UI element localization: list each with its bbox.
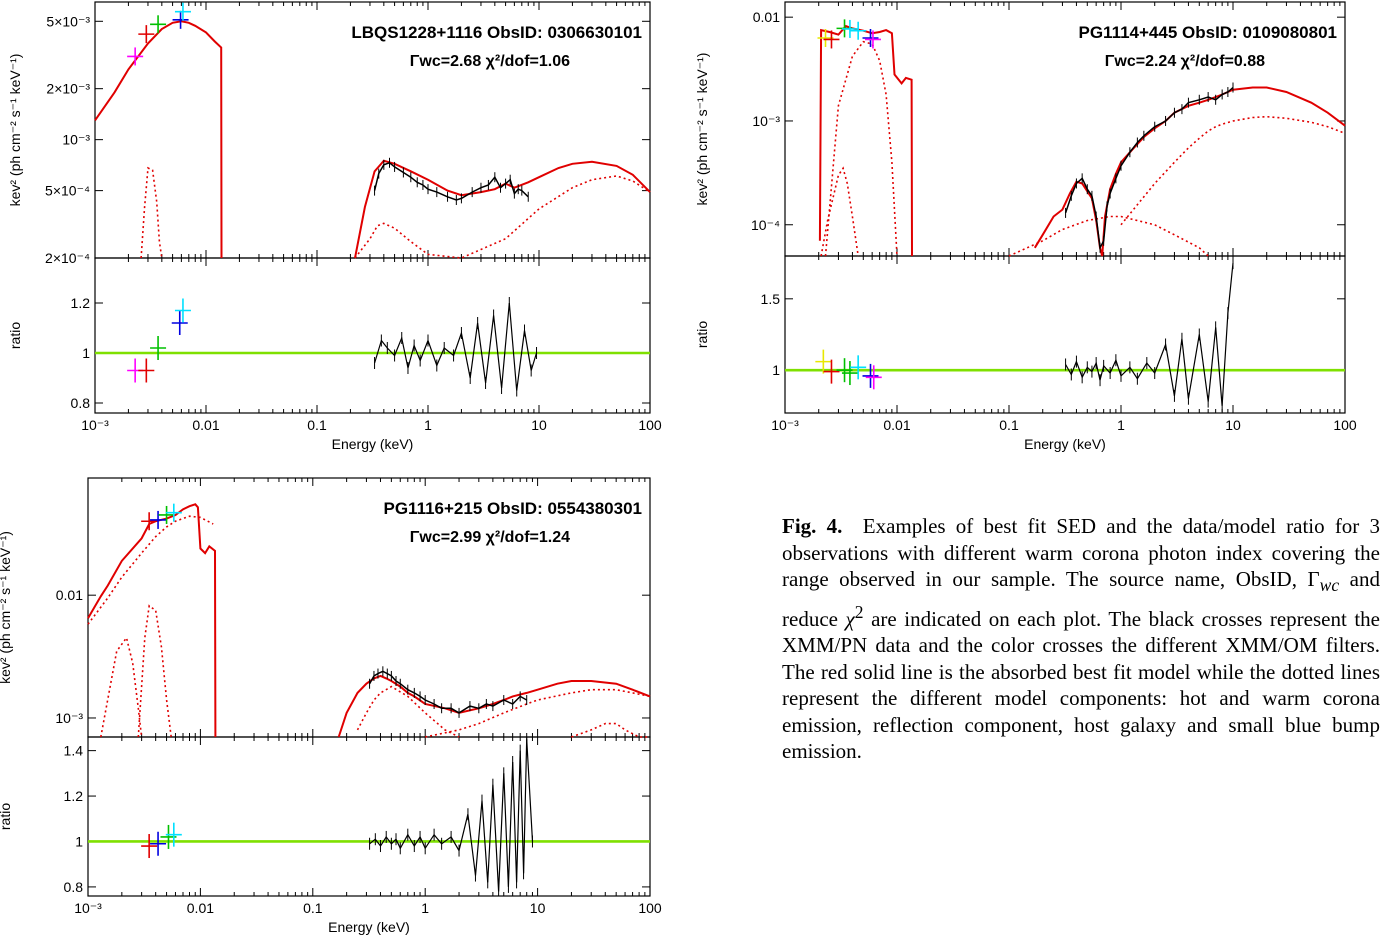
model-line — [354, 159, 651, 259]
caption-chi-sup: 2 — [854, 601, 864, 622]
ratio-pn-data-line — [1065, 263, 1234, 406]
chart-title: PG1114+445 ObsID: 0109080801 — [1078, 23, 1337, 42]
figure-caption: Fig. 4. Examples of best fit SED and the… — [782, 513, 1380, 765]
y-tick-label: 10⁻³ — [752, 113, 780, 129]
y-axis-label: kev² (ph cm⁻² s⁻¹ keV⁻¹) — [0, 531, 13, 684]
chart-bottom-left: 10⁻³ 0.01 0.1 1 10 100 Energy (keV) 10⁻³ 0.01 0.8… — [0, 477, 662, 935]
chart-subtitle: Γwc=2.24 χ²/dof=0.88 — [1105, 53, 1265, 70]
y-tick-label: 10⁻³ — [55, 710, 83, 726]
caption-text-part3: are indicated on each plot. The black cr… — [782, 606, 1380, 764]
caption-chi: χ — [845, 606, 855, 631]
caption-text-part2: and reduce — [782, 567, 1380, 631]
y-tick-label: 10⁻³ — [62, 132, 90, 148]
chart-top-left: 10⁻³ 0.01 0.1 1 10 100 Energy (keV) 2×10⁻⁴ 5×10⁻… — [7, 1, 662, 452]
x-tick-label: 10⁻³ — [74, 900, 102, 916]
pn-data-line — [368, 670, 528, 714]
y-tick-label: 0.01 — [753, 9, 780, 25]
ratio-tick-label: 1.4 — [64, 743, 84, 759]
model-line — [94, 20, 223, 259]
pn-data-line — [1064, 86, 1234, 251]
ratio-tick-label: 0.8 — [71, 395, 91, 411]
y-tick-label: 2×10⁻³ — [46, 81, 90, 97]
x-tick-label: 100 — [1333, 417, 1357, 433]
model-line — [818, 24, 913, 257]
component-line — [140, 166, 163, 259]
x-axis-label: Energy (keV) — [328, 919, 410, 935]
ratio-pn-data-line — [374, 302, 538, 391]
x-axis-label: Energy (keV) — [332, 436, 414, 452]
ratio-axis-label: ratio — [7, 322, 23, 349]
caption-gamma-sub: wc — [1319, 575, 1340, 596]
component-line — [87, 515, 214, 625]
x-tick-label: 1 — [1117, 417, 1125, 433]
caption-label: Fig. 4. — [782, 514, 843, 538]
ratio-tick-label: 1.2 — [71, 295, 91, 311]
component-line — [356, 685, 460, 738]
y-tick-label: 10⁻⁴ — [751, 217, 780, 233]
component-line — [820, 166, 859, 257]
ratio-axis-label: ratio — [694, 321, 710, 348]
ratio-tick-label: 1.5 — [761, 291, 781, 307]
x-tick-label: 10⁻³ — [81, 417, 109, 433]
y-tick-label: 2×10⁻⁴ — [45, 250, 90, 266]
x-tick-label: 0.01 — [192, 417, 219, 433]
ratio-tick-label: 1.2 — [64, 788, 84, 804]
x-tick-label: 0.01 — [883, 417, 910, 433]
x-tick-label: 10 — [530, 900, 546, 916]
chart-title: LBQS1228+1116 ObsID: 0306630101 — [351, 23, 642, 42]
chart-subtitle: Γwc=2.99 χ²/dof=1.24 — [410, 529, 570, 546]
caption-text-part1: Examples of best fit SED and the data/mo… — [782, 514, 1380, 591]
y-tick-label: 0.01 — [56, 587, 83, 603]
ratio-tick-label: 1 — [772, 362, 780, 378]
ratio-frame — [94, 257, 651, 414]
x-tick-label: 100 — [638, 417, 662, 433]
ratio-axis-label: ratio — [0, 803, 13, 830]
caption-gamma: Γ — [1307, 567, 1320, 591]
x-tick-label: 10 — [1225, 417, 1241, 433]
x-tick-label: 1 — [424, 417, 432, 433]
ratio-tick-label: 0.8 — [64, 879, 84, 895]
y-axis-label: kev² (ph cm⁻² s⁻¹ keV⁻¹) — [7, 54, 23, 207]
component-line — [824, 40, 898, 257]
x-tick-label: 0.1 — [303, 900, 323, 916]
chart-top-right: 10⁻³ 0.01 0.1 1 10 100 Energy (keV) 10⁻⁴ 10⁻³ 0.0… — [694, 1, 1357, 452]
x-tick-label: 0.1 — [307, 417, 327, 433]
x-tick-label: 1 — [421, 900, 429, 916]
y-axis-label: kev² (ph cm⁻² s⁻¹ keV⁻¹) — [694, 53, 710, 206]
ratio-tick-label: 1 — [75, 833, 83, 849]
component-line — [571, 722, 650, 738]
y-tick-label: 5×10⁻³ — [46, 13, 90, 29]
chart-subtitle: Γwc=2.68 χ²/dof=1.06 — [410, 53, 570, 70]
ratio-frame — [87, 736, 651, 897]
x-tick-label: 10⁻³ — [771, 417, 799, 433]
x-tick-label: 0.01 — [187, 900, 214, 916]
x-axis-label: Energy (keV) — [1024, 436, 1106, 452]
ratio-pn-data-line — [369, 739, 534, 892]
component-line — [137, 604, 172, 738]
model-line — [337, 674, 651, 738]
component-line — [100, 635, 143, 738]
model-line — [1033, 86, 1346, 257]
x-tick-label: 100 — [638, 900, 662, 916]
x-tick-label: 0.1 — [999, 417, 1019, 433]
x-tick-label: 10 — [531, 417, 547, 433]
component-line — [1120, 115, 1346, 226]
chart-title: PG1116+215 ObsID: 0554380301 — [383, 499, 642, 518]
component-line — [354, 175, 651, 259]
y-tick-label: 5×10⁻⁴ — [45, 183, 90, 199]
ratio-frame — [784, 255, 1346, 414]
component-line — [1008, 215, 1209, 257]
ratio-tick-label: 1 — [82, 345, 90, 361]
